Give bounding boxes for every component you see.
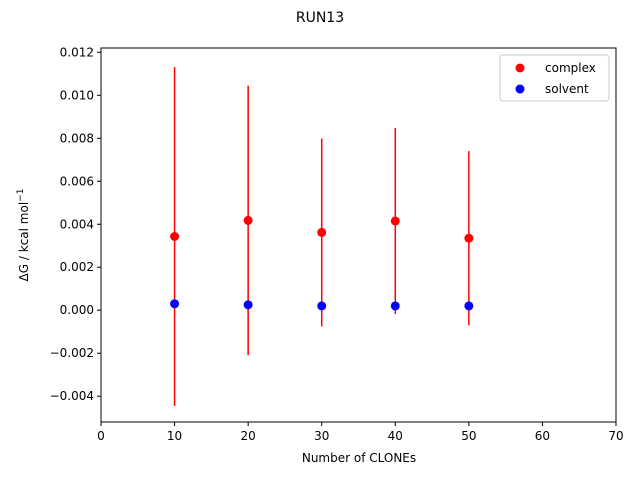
plot-marks	[170, 67, 474, 406]
y-tick-label: 0.010	[60, 88, 94, 102]
x-tick-label: 70	[608, 429, 623, 443]
x-tick-label: 50	[461, 429, 476, 443]
legend-label-solvent: solvent	[545, 82, 589, 96]
legend-marker-complex	[515, 63, 525, 73]
complex-point	[317, 227, 327, 237]
y-tick-label: 0.012	[60, 45, 94, 59]
y-axis-label-text: ΔG / kcal mol	[17, 202, 31, 282]
legend-marker-solvent	[515, 84, 525, 94]
solvent-point	[464, 301, 474, 311]
x-tick-label: 30	[314, 429, 329, 443]
complex-point	[390, 216, 400, 226]
x-axis: 0 10 20 30 40 50 60 70	[97, 422, 624, 443]
complex-point	[170, 232, 180, 242]
x-tick-label: 0	[97, 429, 105, 443]
legend-label-complex: complex	[545, 61, 596, 75]
solvent-point	[243, 300, 253, 310]
series-solvent-points	[170, 299, 474, 311]
x-tick-label: 60	[535, 429, 550, 443]
x-tick-label: 40	[388, 429, 403, 443]
chart-title: RUN13	[296, 10, 344, 26]
complex-point	[243, 215, 253, 225]
y-tick-label: −0.002	[50, 346, 94, 360]
x-tick-label: 20	[241, 429, 256, 443]
series-complex-points	[170, 215, 474, 243]
solvent-point	[390, 301, 400, 311]
x-tick-label: 10	[167, 429, 182, 443]
complex-point	[464, 233, 474, 243]
y-axis-label-superscript: −1	[16, 189, 26, 202]
legend: complex solvent	[499, 54, 610, 102]
y-tick-label: 0.004	[60, 217, 94, 231]
legend-box	[499, 54, 610, 102]
y-tick-label: −0.004	[50, 389, 94, 403]
y-axis: −0.004 −0.002 0.000 0.002 0.004 0.006 0.008 0.0…	[50, 45, 101, 403]
y-axis-label: ΔG / kcal mol−1	[16, 189, 31, 282]
solvent-point	[170, 299, 180, 309]
y-tick-label: 0.006	[60, 174, 94, 188]
plot-frame	[100, 47, 617, 423]
y-tick-label: 0.000	[60, 303, 94, 317]
y-tick-label: 0.002	[60, 260, 94, 274]
solvent-point	[317, 301, 327, 311]
y-tick-label: 0.008	[60, 131, 94, 145]
x-axis-label: Number of CLONEs	[302, 451, 416, 465]
